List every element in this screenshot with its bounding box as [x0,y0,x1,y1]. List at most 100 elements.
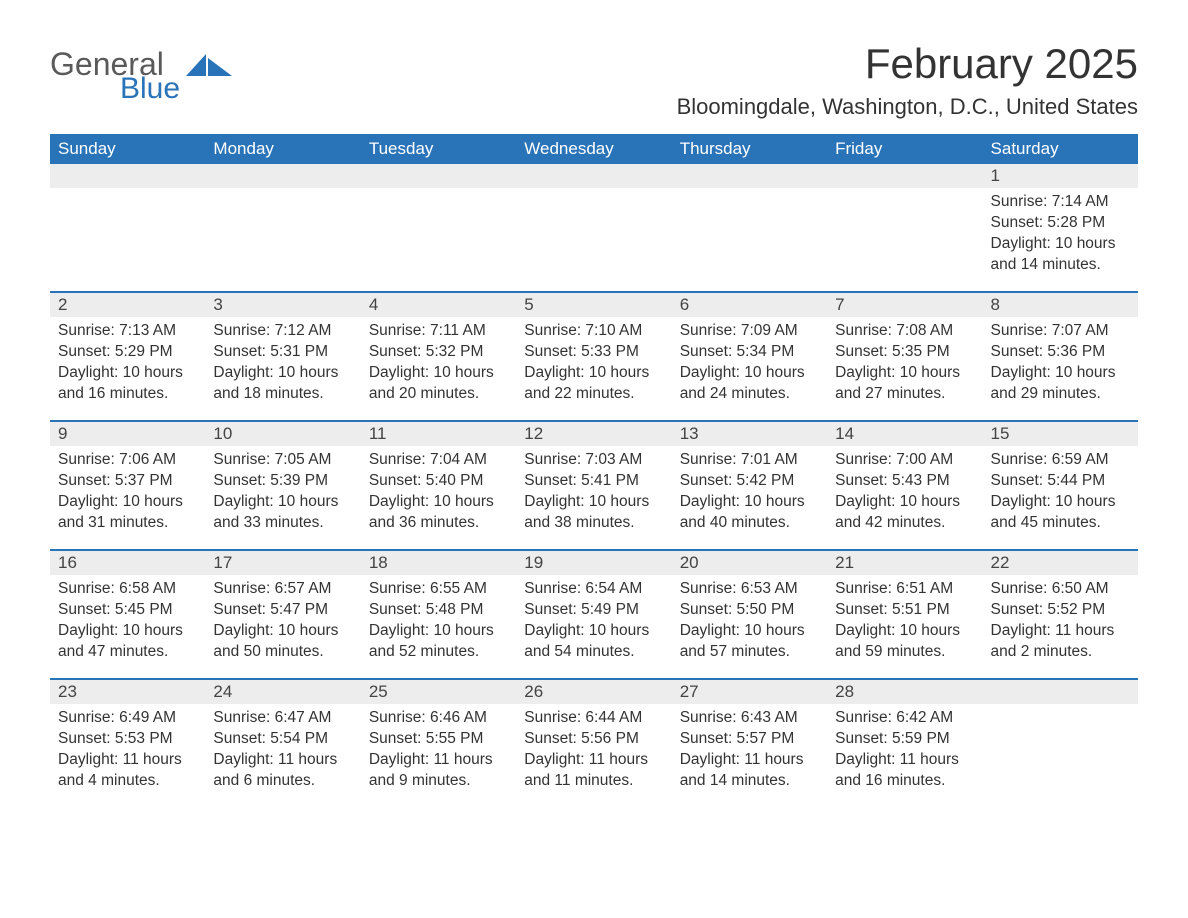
day-details: Sunrise: 7:13 AMSunset: 5:29 PMDaylight:… [50,317,205,413]
location-subtitle: Bloomingdale, Washington, D.C., United S… [677,94,1138,120]
day-number: 3 [205,293,360,317]
sunset-text: Sunset: 5:54 PM [213,729,352,750]
calendar-day-cell: 3Sunrise: 7:12 AMSunset: 5:31 PMDaylight… [205,293,360,421]
sunrise-text: Sunrise: 7:03 AM [524,450,663,471]
calendar-week-row: 2Sunrise: 7:13 AMSunset: 5:29 PMDaylight… [50,293,1138,421]
sunrise-text: Sunrise: 6:49 AM [58,708,197,729]
daylight-text: Daylight: 11 hours and 6 minutes. [213,750,352,792]
calendar-day-cell [983,680,1138,808]
daylight-text: Daylight: 10 hours and 16 minutes. [58,363,197,405]
sunrise-text: Sunrise: 6:58 AM [58,579,197,600]
daylight-text: Daylight: 10 hours and 42 minutes. [835,492,974,534]
sunrise-text: Sunrise: 6:46 AM [369,708,508,729]
sunset-text: Sunset: 5:57 PM [680,729,819,750]
day-details: Sunrise: 6:43 AMSunset: 5:57 PMDaylight:… [672,704,827,800]
day-number [672,164,827,188]
calendar-week-row: 1Sunrise: 7:14 AMSunset: 5:28 PMDaylight… [50,164,1138,292]
day-details: Sunrise: 7:05 AMSunset: 5:39 PMDaylight:… [205,446,360,542]
calendar-day-cell: 14Sunrise: 7:00 AMSunset: 5:43 PMDayligh… [827,422,982,550]
day-details: Sunrise: 6:44 AMSunset: 5:56 PMDaylight:… [516,704,671,800]
daylight-text: Daylight: 11 hours and 16 minutes. [835,750,974,792]
day-number [983,680,1138,704]
day-details: Sunrise: 6:59 AMSunset: 5:44 PMDaylight:… [983,446,1138,542]
day-details: Sunrise: 7:06 AMSunset: 5:37 PMDaylight:… [50,446,205,542]
calendar-week-row: 16Sunrise: 6:58 AMSunset: 5:45 PMDayligh… [50,551,1138,679]
day-number: 26 [516,680,671,704]
sunset-text: Sunset: 5:44 PM [991,471,1130,492]
sunrise-text: Sunrise: 7:13 AM [58,321,197,342]
daylight-text: Daylight: 11 hours and 9 minutes. [369,750,508,792]
logo: General Blue [50,48,234,104]
sunset-text: Sunset: 5:51 PM [835,600,974,621]
day-details: Sunrise: 7:03 AMSunset: 5:41 PMDaylight:… [516,446,671,542]
calendar-day-cell: 6Sunrise: 7:09 AMSunset: 5:34 PMDaylight… [672,293,827,421]
daylight-text: Daylight: 10 hours and 18 minutes. [213,363,352,405]
day-number [827,164,982,188]
sunset-text: Sunset: 5:59 PM [835,729,974,750]
daylight-text: Daylight: 11 hours and 14 minutes. [680,750,819,792]
day-details: Sunrise: 6:42 AMSunset: 5:59 PMDaylight:… [827,704,982,800]
calendar-day-cell: 9Sunrise: 7:06 AMSunset: 5:37 PMDaylight… [50,422,205,550]
calendar-day-cell: 26Sunrise: 6:44 AMSunset: 5:56 PMDayligh… [516,680,671,808]
sunset-text: Sunset: 5:42 PM [680,471,819,492]
sunset-text: Sunset: 5:36 PM [991,342,1130,363]
day-number: 12 [516,422,671,446]
sunrise-text: Sunrise: 6:59 AM [991,450,1130,471]
calendar-day-cell: 27Sunrise: 6:43 AMSunset: 5:57 PMDayligh… [672,680,827,808]
sunrise-text: Sunrise: 7:06 AM [58,450,197,471]
day-number: 19 [516,551,671,575]
day-number: 15 [983,422,1138,446]
calendar-day-cell: 5Sunrise: 7:10 AMSunset: 5:33 PMDaylight… [516,293,671,421]
sunrise-text: Sunrise: 7:01 AM [680,450,819,471]
daylight-text: Daylight: 10 hours and 54 minutes. [524,621,663,663]
weekday-header-row: Sunday Monday Tuesday Wednesday Thursday… [50,134,1138,164]
day-number: 21 [827,551,982,575]
day-number [50,164,205,188]
calendar-day-cell: 11Sunrise: 7:04 AMSunset: 5:40 PMDayligh… [361,422,516,550]
sunrise-text: Sunrise: 7:10 AM [524,321,663,342]
sunrise-text: Sunrise: 7:05 AM [213,450,352,471]
sunset-text: Sunset: 5:52 PM [991,600,1130,621]
calendar-day-cell: 12Sunrise: 7:03 AMSunset: 5:41 PMDayligh… [516,422,671,550]
day-details: Sunrise: 7:07 AMSunset: 5:36 PMDaylight:… [983,317,1138,413]
day-number: 25 [361,680,516,704]
daylight-text: Daylight: 10 hours and 52 minutes. [369,621,508,663]
calendar-day-cell [50,164,205,292]
calendar-day-cell [516,164,671,292]
day-details: Sunrise: 6:57 AMSunset: 5:47 PMDaylight:… [205,575,360,671]
day-details: Sunrise: 7:09 AMSunset: 5:34 PMDaylight:… [672,317,827,413]
logo-word2: Blue [120,74,180,104]
sunrise-text: Sunrise: 6:43 AM [680,708,819,729]
weekday-header: Wednesday [516,134,671,164]
day-number: 4 [361,293,516,317]
sunrise-text: Sunrise: 7:09 AM [680,321,819,342]
daylight-text: Daylight: 10 hours and 50 minutes. [213,621,352,663]
day-details: Sunrise: 7:01 AMSunset: 5:42 PMDaylight:… [672,446,827,542]
weekday-header: Friday [827,134,982,164]
daylight-text: Daylight: 10 hours and 33 minutes. [213,492,352,534]
calendar-day-cell: 8Sunrise: 7:07 AMSunset: 5:36 PMDaylight… [983,293,1138,421]
weekday-header: Saturday [983,134,1138,164]
day-details: Sunrise: 7:00 AMSunset: 5:43 PMDaylight:… [827,446,982,542]
sunrise-text: Sunrise: 6:55 AM [369,579,508,600]
sunset-text: Sunset: 5:47 PM [213,600,352,621]
calendar-table: Sunday Monday Tuesday Wednesday Thursday… [50,134,1138,808]
daylight-text: Daylight: 11 hours and 4 minutes. [58,750,197,792]
day-details: Sunrise: 7:11 AMSunset: 5:32 PMDaylight:… [361,317,516,413]
day-number: 16 [50,551,205,575]
daylight-text: Daylight: 10 hours and 36 minutes. [369,492,508,534]
daylight-text: Daylight: 10 hours and 45 minutes. [991,492,1130,534]
sunset-text: Sunset: 5:37 PM [58,471,197,492]
calendar-day-cell [361,164,516,292]
daylight-text: Daylight: 10 hours and 20 minutes. [369,363,508,405]
day-number: 6 [672,293,827,317]
calendar-week-row: 23Sunrise: 6:49 AMSunset: 5:53 PMDayligh… [50,680,1138,808]
calendar-day-cell: 24Sunrise: 6:47 AMSunset: 5:54 PMDayligh… [205,680,360,808]
calendar-day-cell [672,164,827,292]
day-number: 27 [672,680,827,704]
sunrise-text: Sunrise: 7:07 AM [991,321,1130,342]
day-details: Sunrise: 7:14 AMSunset: 5:28 PMDaylight:… [983,188,1138,284]
calendar-day-cell: 4Sunrise: 7:11 AMSunset: 5:32 PMDaylight… [361,293,516,421]
daylight-text: Daylight: 10 hours and 29 minutes. [991,363,1130,405]
day-details: Sunrise: 7:04 AMSunset: 5:40 PMDaylight:… [361,446,516,542]
